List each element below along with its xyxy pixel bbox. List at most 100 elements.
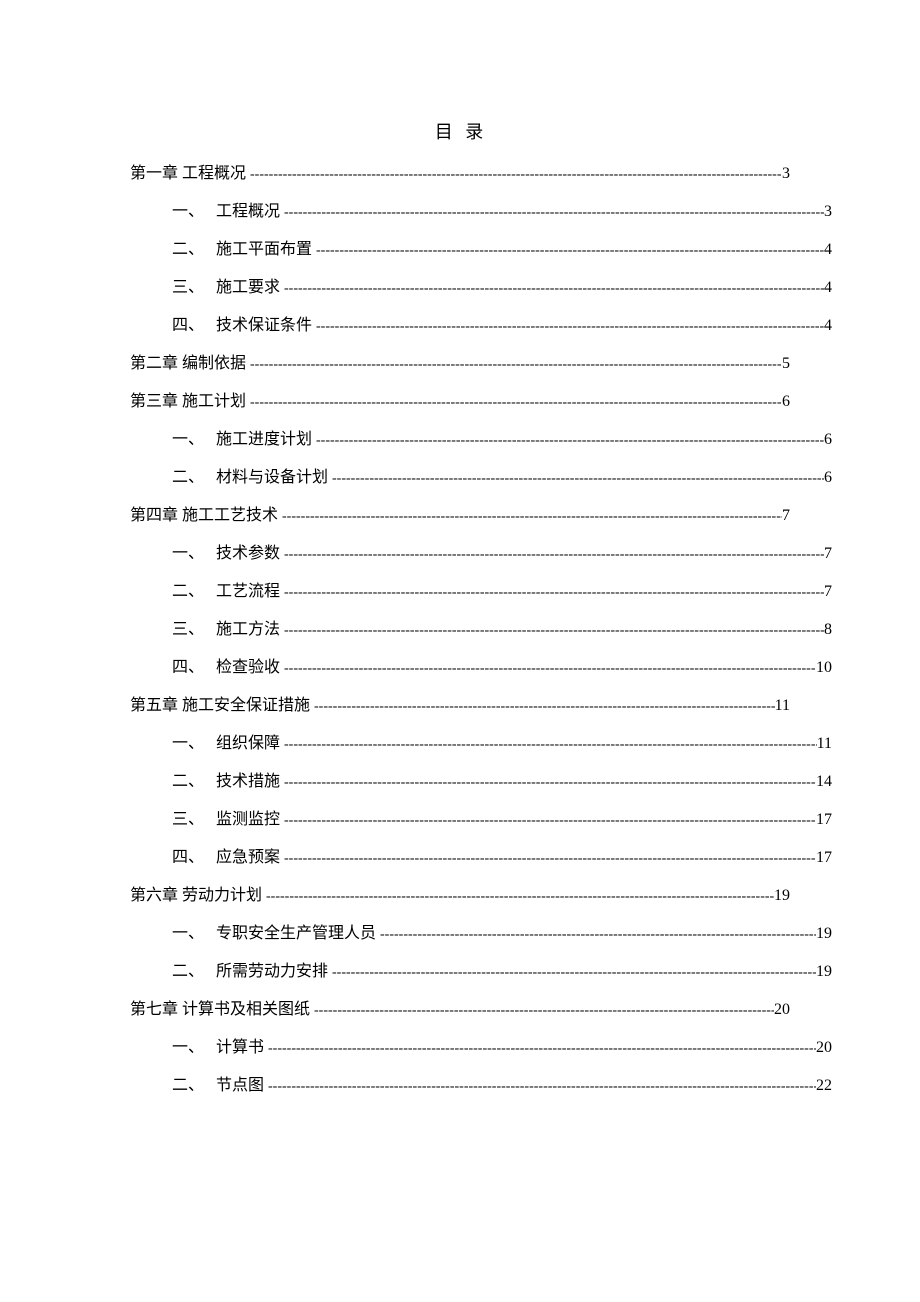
toc-section-entry: 二、施工平面布置--------------------------------… <box>172 242 832 258</box>
toc-entry-label: 技术保证条件 <box>216 318 312 334</box>
toc-page-number: 4 <box>824 242 832 258</box>
toc-section-entry: 三、监测监控----------------------------------… <box>172 812 832 828</box>
toc-leader-dashes: ----------------------------------------… <box>246 396 782 410</box>
toc-page-number: 20 <box>816 1040 832 1056</box>
toc-section-number: 一、 <box>172 204 216 220</box>
toc-page-number: 5 <box>782 356 790 372</box>
toc-section-entry: 一、专职安全生产管理人员----------------------------… <box>172 926 832 942</box>
toc-section-number: 一、 <box>172 546 216 562</box>
toc-entry-label: 第一章 工程概况 <box>130 166 246 182</box>
toc-entry-label: 第四章 施工工艺技术 <box>130 508 278 524</box>
toc-leader-dashes: ----------------------------------------… <box>264 1080 816 1094</box>
toc-entry-label: 监测监控 <box>216 812 280 828</box>
toc-leader-dashes: ----------------------------------------… <box>280 776 816 790</box>
toc-title: 目 录 <box>130 118 792 144</box>
toc-page-number: 6 <box>782 394 790 410</box>
toc-entry-label: 第二章 编制依据 <box>130 356 246 372</box>
toc-entry-label: 施工进度计划 <box>216 432 312 448</box>
toc-entry-label: 工艺流程 <box>216 584 280 600</box>
toc-page-number: 6 <box>824 432 832 448</box>
toc-section-number: 二、 <box>172 1078 216 1094</box>
toc-leader-dashes: ----------------------------------------… <box>312 320 824 334</box>
toc-page-number: 8 <box>824 622 832 638</box>
toc-section-number: 三、 <box>172 622 216 638</box>
toc-leader-dashes: ----------------------------------------… <box>280 206 824 220</box>
toc-section-number: 一、 <box>172 1040 216 1056</box>
toc-page-number: 14 <box>816 774 832 790</box>
toc-chapter-entry: 第三章 施工计划--------------------------------… <box>130 394 790 410</box>
toc-page-number: 4 <box>824 318 832 334</box>
toc-page-number: 19 <box>774 888 790 904</box>
toc-section-number: 二、 <box>172 242 216 258</box>
toc-section-entry: 一、工程概况----------------------------------… <box>172 204 832 220</box>
toc-page-number: 11 <box>817 736 832 752</box>
toc-section-number: 一、 <box>172 432 216 448</box>
toc-leader-dashes: ----------------------------------------… <box>310 1004 774 1018</box>
toc-leader-dashes: ----------------------------------------… <box>376 928 816 942</box>
toc-page-number: 10 <box>816 660 832 676</box>
toc-entry-label: 应急预案 <box>216 850 280 866</box>
toc-entry-label: 材料与设备计划 <box>216 470 328 486</box>
toc-section-number: 三、 <box>172 280 216 296</box>
toc-leader-dashes: ----------------------------------------… <box>280 814 816 828</box>
page-container: 目 录 第一章 工程概况----------------------------… <box>0 0 920 1094</box>
toc-page-number: 22 <box>816 1078 832 1094</box>
toc-section-entry: 三、施工方法----------------------------------… <box>172 622 832 638</box>
toc-section-entry: 一、组织保障----------------------------------… <box>172 736 832 752</box>
toc-chapter-entry: 第七章 计算书及相关图纸----------------------------… <box>130 1002 790 1018</box>
toc-section-number: 四、 <box>172 850 216 866</box>
toc-section-number: 二、 <box>172 470 216 486</box>
toc-entry-label: 第三章 施工计划 <box>130 394 246 410</box>
toc-page-number: 3 <box>782 166 790 182</box>
toc-entry-label: 计算书 <box>216 1040 264 1056</box>
toc-section-number: 四、 <box>172 660 216 676</box>
toc-chapter-entry: 第六章 劳动力计划-------------------------------… <box>130 888 790 904</box>
toc-entry-label: 第七章 计算书及相关图纸 <box>130 1002 310 1018</box>
toc-entry-label: 节点图 <box>216 1078 264 1094</box>
toc-entry-label: 施工平面布置 <box>216 242 312 258</box>
toc-leader-dashes: ----------------------------------------… <box>246 168 782 182</box>
toc-leader-dashes: ----------------------------------------… <box>312 434 824 448</box>
toc-leader-dashes: ----------------------------------------… <box>328 966 816 980</box>
toc-leader-dashes: ----------------------------------------… <box>280 624 824 638</box>
toc-section-entry: 二、技术措施----------------------------------… <box>172 774 832 790</box>
toc-leader-dashes: ----------------------------------------… <box>280 738 817 752</box>
toc-section-entry: 一、计算书-----------------------------------… <box>172 1040 832 1056</box>
toc-leader-dashes: ----------------------------------------… <box>312 244 824 258</box>
toc-page-number: 11 <box>775 698 790 714</box>
toc-page-number: 19 <box>816 926 832 942</box>
toc-section-entry: 二、所需劳动力安排-------------------------------… <box>172 964 832 980</box>
toc-chapter-entry: 第五章 施工安全保证措施----------------------------… <box>130 698 790 714</box>
toc-leader-dashes: ----------------------------------------… <box>278 510 782 524</box>
toc-page-number: 17 <box>816 812 832 828</box>
toc-section-entry: 二、材料与设备计划-------------------------------… <box>172 470 832 486</box>
toc-entry-label: 检查验收 <box>216 660 280 676</box>
toc-page-number: 20 <box>774 1002 790 1018</box>
toc-section-entry: 四、检查验收----------------------------------… <box>172 660 832 676</box>
toc-entry-label: 施工方法 <box>216 622 280 638</box>
toc-leader-dashes: ----------------------------------------… <box>280 852 816 866</box>
toc-leader-dashes: ----------------------------------------… <box>310 700 775 714</box>
toc-entry-label: 技术参数 <box>216 546 280 562</box>
toc-leader-dashes: ----------------------------------------… <box>264 1042 816 1056</box>
toc-entry-label: 工程概况 <box>216 204 280 220</box>
toc-section-number: 二、 <box>172 964 216 980</box>
toc-section-entry: 二、工艺流程----------------------------------… <box>172 584 832 600</box>
toc-page-number: 7 <box>782 508 790 524</box>
toc-leader-dashes: ----------------------------------------… <box>246 358 782 372</box>
toc-entry-label: 专职安全生产管理人员 <box>216 926 376 942</box>
toc-page-number: 6 <box>824 470 832 486</box>
toc-page-number: 7 <box>824 584 832 600</box>
toc-leader-dashes: ----------------------------------------… <box>328 472 824 486</box>
toc-leader-dashes: ----------------------------------------… <box>280 662 816 676</box>
toc-section-number: 三、 <box>172 812 216 828</box>
toc-chapter-entry: 第二章 编制依据--------------------------------… <box>130 356 790 372</box>
toc-page-number: 17 <box>816 850 832 866</box>
toc-page-number: 3 <box>824 204 832 220</box>
toc-leader-dashes: ----------------------------------------… <box>280 548 824 562</box>
toc-entry-label: 技术措施 <box>216 774 280 790</box>
toc-leader-dashes: ----------------------------------------… <box>280 586 824 600</box>
toc-section-entry: 四、应急预案----------------------------------… <box>172 850 832 866</box>
toc-leader-dashes: ----------------------------------------… <box>280 282 824 296</box>
toc-chapter-entry: 第一章 工程概况--------------------------------… <box>130 166 790 182</box>
